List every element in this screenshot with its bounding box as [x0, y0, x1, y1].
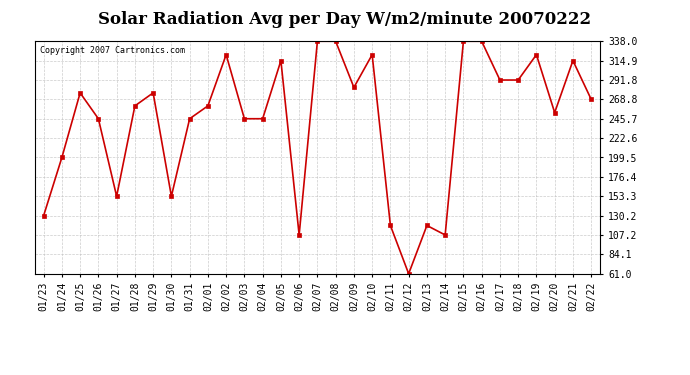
Text: Solar Radiation Avg per Day W/m2/minute 20070222: Solar Radiation Avg per Day W/m2/minute …: [99, 11, 591, 28]
Text: Copyright 2007 Cartronics.com: Copyright 2007 Cartronics.com: [40, 46, 185, 55]
